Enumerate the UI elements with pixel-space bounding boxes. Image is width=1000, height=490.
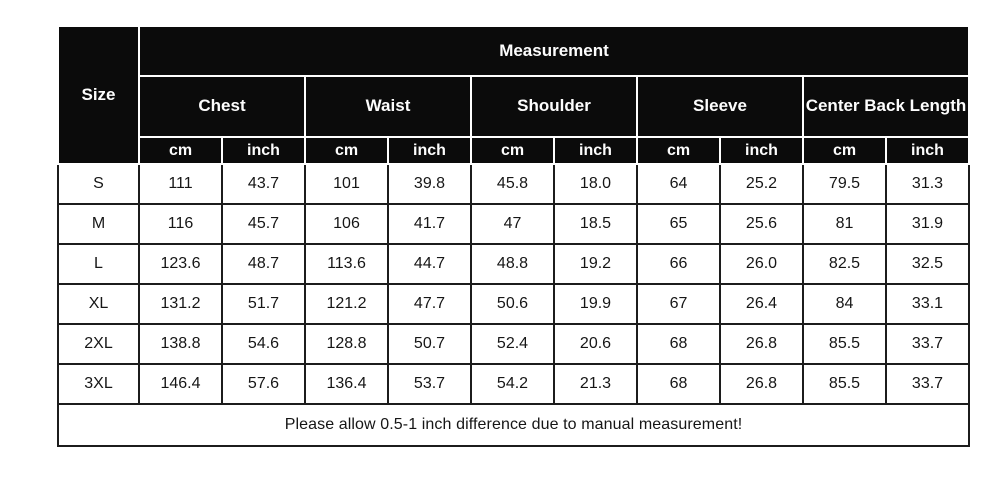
value-cell: 32.5 [885, 243, 970, 285]
value-cell: 39.8 [387, 163, 472, 205]
size-cell: XL [57, 283, 140, 325]
value-cell: 131.2 [138, 283, 223, 325]
unit-header-cm: cm [636, 136, 721, 165]
column-group-header-center-back-length: Center Back Length [802, 75, 970, 138]
size-chart: Size Measurement Chest Waist Shoulder Sl… [57, 25, 970, 447]
table-row: XL 131.2 51.7 121.2 47.7 50.6 19.9 67 26.4 84 33.1 [57, 283, 970, 325]
value-cell: 136.4 [304, 363, 389, 405]
value-cell: 121.2 [304, 283, 389, 325]
value-cell: 101 [304, 163, 389, 205]
footer-note: Please allow 0.5-1 inch difference due t… [57, 403, 970, 447]
value-cell: 31.3 [885, 163, 970, 205]
value-cell: 20.6 [553, 323, 638, 365]
measurement-header-row: Size Measurement [57, 25, 970, 165]
unit-header-inch: inch [553, 136, 638, 165]
value-cell: 84 [802, 283, 887, 325]
group-header-row: Chest Waist Shoulder Sleeve Center Back … [58, 75, 970, 138]
footer-note-row: Please allow 0.5-1 inch difference due t… [57, 403, 970, 447]
value-cell: 44.7 [387, 243, 472, 285]
column-group-header-chest: Chest [138, 75, 306, 138]
value-cell: 19.9 [553, 283, 638, 325]
table-row: S 111 43.7 101 39.8 45.8 18.0 64 25.2 79.5 31.3 [57, 163, 970, 205]
value-cell: 52.4 [470, 323, 555, 365]
value-cell: 26.4 [719, 283, 804, 325]
value-cell: 53.7 [387, 363, 472, 405]
value-cell: 25.6 [719, 203, 804, 245]
value-cell: 128.8 [304, 323, 389, 365]
value-cell: 85.5 [802, 363, 887, 405]
value-cell: 47.7 [387, 283, 472, 325]
value-cell: 111 [138, 163, 223, 205]
table-row: L 123.6 48.7 113.6 44.7 48.8 19.2 66 26.0 82.5 32.… [57, 243, 970, 285]
size-cell: L [57, 243, 140, 285]
column-group-header-sleeve: Sleeve [636, 75, 804, 138]
measurement-header: Measurement [138, 25, 970, 77]
value-cell: 51.7 [221, 283, 306, 325]
value-cell: 57.6 [221, 363, 306, 405]
value-cell: 45.8 [470, 163, 555, 205]
size-column-header: Size [57, 25, 140, 165]
value-cell: 68 [636, 323, 721, 365]
unit-header-inch: inch [221, 136, 306, 165]
value-cell: 116 [138, 203, 223, 245]
value-cell: 50.6 [470, 283, 555, 325]
value-cell: 25.2 [719, 163, 804, 205]
value-cell: 26.8 [719, 363, 804, 405]
table-body: S 111 43.7 101 39.8 45.8 18.0 64 25.2 79.5 31.3 M 11… [57, 163, 970, 405]
table-row: 2XL 138.8 54.6 128.8 50.7 52.4 20.6 68 26.8 85.5 3… [57, 323, 970, 365]
value-cell: 113.6 [304, 243, 389, 285]
value-cell: 48.7 [221, 243, 306, 285]
unit-header-cm: cm [304, 136, 389, 165]
value-cell: 21.3 [553, 363, 638, 405]
value-cell: 138.8 [138, 323, 223, 365]
table-footer: Please allow 0.5-1 inch difference due t… [57, 403, 970, 447]
value-cell: 19.2 [553, 243, 638, 285]
units-header-row: cm inch cm inch cm inch cm inch cm inch [58, 136, 970, 165]
unit-header-inch: inch [719, 136, 804, 165]
size-chart-table: Size Measurement Chest Waist Shoulder Sl… [57, 25, 970, 447]
value-cell: 68 [636, 363, 721, 405]
value-cell: 85.5 [802, 323, 887, 365]
value-cell: 66 [636, 243, 721, 285]
column-group-header-shoulder: Shoulder [470, 75, 638, 138]
value-cell: 64 [636, 163, 721, 205]
unit-header-inch: inch [885, 136, 970, 165]
value-cell: 45.7 [221, 203, 306, 245]
value-cell: 81 [802, 203, 887, 245]
value-cell: 26.0 [719, 243, 804, 285]
table-header: Size Measurement Chest Waist Shoulder Sl… [57, 25, 970, 165]
value-cell: 33.7 [885, 363, 970, 405]
value-cell: 26.8 [719, 323, 804, 365]
value-cell: 47 [470, 203, 555, 245]
value-cell: 54.2 [470, 363, 555, 405]
column-group-header-waist: Waist [304, 75, 472, 138]
value-cell: 106 [304, 203, 389, 245]
value-cell: 31.9 [885, 203, 970, 245]
value-cell: 146.4 [138, 363, 223, 405]
value-cell: 41.7 [387, 203, 472, 245]
value-cell: 65 [636, 203, 721, 245]
value-cell: 67 [636, 283, 721, 325]
value-cell: 33.7 [885, 323, 970, 365]
size-cell: 2XL [57, 323, 140, 365]
value-cell: 82.5 [802, 243, 887, 285]
size-cell: M [57, 203, 140, 245]
value-cell: 50.7 [387, 323, 472, 365]
size-cell: 3XL [57, 363, 140, 405]
value-cell: 123.6 [138, 243, 223, 285]
value-cell: 54.6 [221, 323, 306, 365]
value-cell: 33.1 [885, 283, 970, 325]
size-cell: S [57, 163, 140, 205]
value-cell: 18.5 [553, 203, 638, 245]
value-cell: 43.7 [221, 163, 306, 205]
value-cell: 79.5 [802, 163, 887, 205]
table-row: 3XL 146.4 57.6 136.4 53.7 54.2 21.3 68 26.8 85.5 3… [57, 363, 970, 405]
unit-header-cm: cm [138, 136, 223, 165]
table-row: M 116 45.7 106 41.7 47 18.5 65 25.6 81 31.9 [57, 203, 970, 245]
value-cell: 48.8 [470, 243, 555, 285]
unit-header-cm: cm [802, 136, 887, 165]
unit-header-inch: inch [387, 136, 472, 165]
value-cell: 18.0 [553, 163, 638, 205]
unit-header-cm: cm [470, 136, 555, 165]
